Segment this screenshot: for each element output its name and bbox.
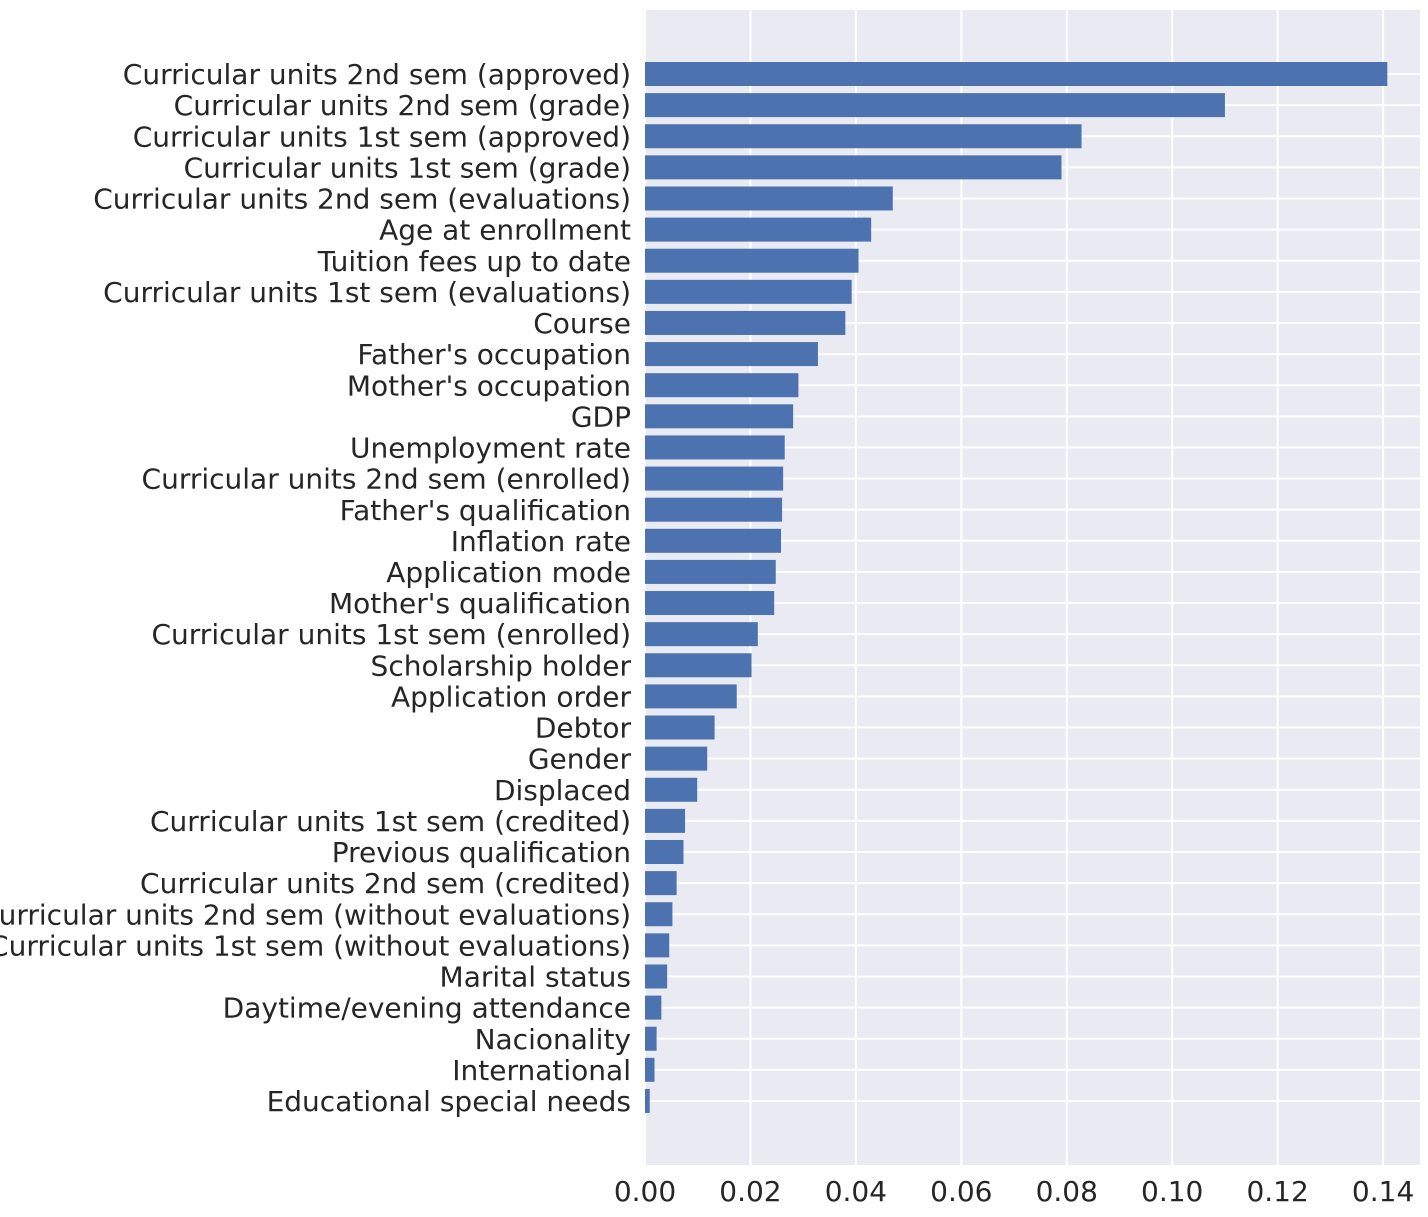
category-label: Mother's occupation (347, 369, 631, 402)
bar (645, 653, 752, 678)
bars (645, 62, 1388, 1113)
category-label: International (452, 1054, 631, 1087)
bar (645, 435, 785, 460)
bar (645, 684, 737, 709)
bar (645, 248, 859, 273)
x-tick-label: 0.00 (614, 1175, 676, 1208)
bar (645, 808, 686, 833)
bar (645, 715, 715, 740)
category-label: Marital status (440, 961, 631, 994)
bar (645, 591, 775, 616)
bar (645, 217, 872, 242)
category-label: Course (533, 307, 631, 340)
bar (645, 497, 783, 522)
bar (645, 1026, 657, 1051)
x-tick-label: 0.14 (1352, 1175, 1414, 1208)
bar (645, 373, 799, 398)
category-label: Curricular units 1st sem (without evalua… (0, 929, 631, 962)
bar (645, 528, 782, 553)
x-tick-label: 0.08 (1036, 1175, 1098, 1208)
category-label: Debtor (535, 712, 632, 745)
category-label: Curricular units 2nd sem (approved) (123, 58, 631, 91)
bar (645, 342, 818, 367)
bar (645, 404, 794, 429)
x-tick-label: 0.12 (1246, 1175, 1308, 1208)
bar (645, 310, 846, 335)
category-label: Mother's qualification (329, 587, 631, 620)
bar (645, 124, 1082, 149)
x-tick-label: 0.06 (930, 1175, 992, 1208)
bar (645, 995, 662, 1020)
category-label: Scholarship holder (371, 649, 632, 682)
category-label: Daytime/evening attendance (223, 992, 631, 1025)
category-label: Curricular units 1st sem (credited) (150, 805, 631, 838)
bar (645, 840, 684, 864)
category-label: Curricular units 2nd sem (grade) (174, 89, 631, 122)
category-label: Inflation rate (451, 525, 631, 558)
bar (645, 622, 758, 647)
category-label: Application order (391, 680, 631, 713)
category-label: Curricular units 1st sem (approved) (133, 120, 631, 153)
bar (645, 871, 677, 896)
bar (645, 964, 668, 989)
category-label: Nacionality (475, 1023, 631, 1056)
bar (645, 933, 670, 958)
x-tick-label: 0.10 (1141, 1175, 1203, 1208)
bar (645, 279, 852, 304)
bar (645, 559, 776, 584)
bar (645, 93, 1225, 118)
category-label: Gender (528, 743, 632, 776)
bar (645, 902, 673, 927)
bar (645, 1057, 655, 1082)
category-label: Curricular units 2nd sem (enrolled) (142, 463, 631, 496)
category-label: Curricular units 1st sem (evaluations) (103, 276, 631, 309)
category-label: Displaced (494, 774, 631, 807)
bar (645, 746, 708, 771)
bar (645, 777, 698, 802)
category-label: Tuition fees up to date (317, 245, 631, 278)
category-label: Age at enrollment (379, 214, 631, 247)
category-label: Previous qualification (332, 836, 631, 869)
x-tick-labels: 0.00 0.02 0.04 0.06 0.08 0.10 0.12 0.14 (614, 1175, 1414, 1208)
category-label: Curricular units 2nd sem (evaluations) (93, 183, 631, 216)
x-tick-label: 0.02 (719, 1175, 781, 1208)
category-label: Curricular units 2nd sem (credited) (140, 867, 631, 900)
category-label: Curricular units 1st sem (grade) (184, 151, 631, 184)
bar (645, 466, 784, 491)
bar (645, 186, 893, 211)
category-label: Curricular units 1st sem (enrolled) (151, 618, 631, 651)
bar (645, 1088, 650, 1113)
x-tick-label: 0.04 (825, 1175, 887, 1208)
category-label: GDP (571, 400, 631, 433)
bar (645, 62, 1388, 86)
category-label: Curricular units 2nd sem (without evalua… (0, 898, 631, 931)
category-label: Educational special needs (267, 1085, 631, 1118)
category-label: Unemployment rate (350, 432, 631, 465)
category-label: Application mode (386, 556, 631, 589)
category-label: Father's qualification (340, 494, 631, 527)
category-labels: Curricular units 2nd sem (approved)Curri… (0, 58, 631, 1118)
bar (645, 155, 1062, 180)
category-label: Father's occupation (357, 338, 631, 371)
plot-area (645, 10, 1420, 1165)
